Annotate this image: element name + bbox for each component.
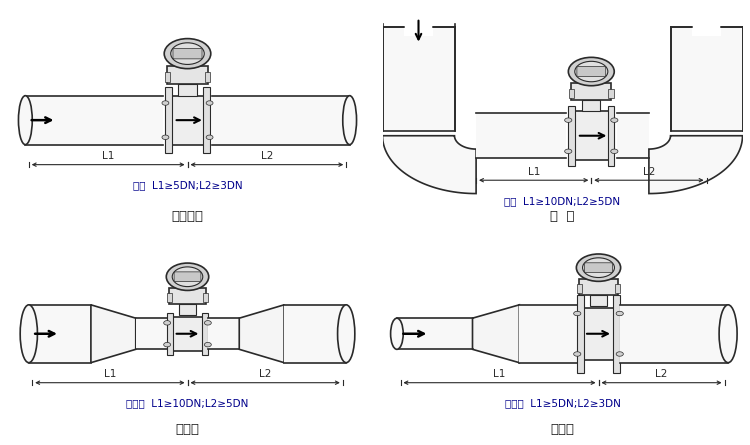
Text: L2: L2	[259, 369, 272, 379]
Bar	[202, 313, 208, 355]
Bar	[284, 305, 346, 363]
Bar	[568, 106, 574, 166]
Ellipse shape	[719, 305, 737, 363]
Circle shape	[610, 149, 618, 154]
Bar	[211, 96, 350, 145]
Bar	[203, 87, 209, 153]
Bar	[167, 313, 173, 355]
Bar	[179, 304, 196, 315]
Text: 扩径管  L1≥5DN;L2≥3DN: 扩径管 L1≥5DN;L2≥3DN	[505, 398, 620, 408]
Bar	[582, 100, 601, 111]
Circle shape	[565, 118, 572, 122]
Circle shape	[574, 61, 608, 82]
Bar	[166, 87, 172, 153]
Bar	[568, 89, 574, 98]
Circle shape	[583, 258, 614, 278]
Text: L1: L1	[104, 369, 116, 379]
Text: L2: L2	[261, 151, 273, 161]
Ellipse shape	[391, 318, 404, 349]
Ellipse shape	[343, 96, 356, 145]
Circle shape	[576, 254, 621, 281]
Bar	[170, 317, 205, 351]
Bar	[382, 27, 454, 131]
Bar	[572, 83, 611, 100]
Ellipse shape	[338, 305, 355, 363]
Bar	[26, 96, 164, 145]
Bar	[692, 22, 721, 36]
Bar	[178, 84, 196, 96]
Bar	[580, 308, 616, 360]
Bar	[608, 89, 614, 98]
Bar	[476, 113, 566, 158]
Bar	[616, 113, 649, 158]
Circle shape	[162, 135, 169, 140]
Bar	[577, 284, 582, 293]
Circle shape	[616, 352, 623, 356]
Circle shape	[616, 312, 623, 316]
Text: L1: L1	[494, 369, 506, 379]
FancyBboxPatch shape	[174, 272, 201, 282]
Ellipse shape	[20, 305, 38, 363]
Text: 弯管  L1≥10DN;L2≥5DN: 弯管 L1≥10DN;L2≥5DN	[505, 196, 620, 206]
Circle shape	[164, 39, 211, 69]
Bar	[169, 96, 206, 145]
Bar	[404, 22, 433, 36]
Polygon shape	[649, 136, 742, 194]
Bar	[608, 106, 614, 166]
Circle shape	[164, 320, 170, 325]
Text: L1: L1	[102, 151, 114, 161]
Bar	[590, 295, 608, 306]
Polygon shape	[239, 305, 284, 363]
Text: 直管  L1≥5DN;L2≥3DN: 直管 L1≥5DN;L2≥3DN	[133, 180, 242, 190]
Bar	[572, 111, 611, 160]
Circle shape	[565, 149, 572, 154]
Text: L1: L1	[527, 167, 540, 177]
Circle shape	[171, 43, 204, 65]
Text: 水平直管: 水平直管	[172, 210, 203, 222]
Circle shape	[206, 135, 213, 140]
Text: 弯  管: 弯 管	[550, 210, 574, 222]
Bar	[578, 295, 584, 373]
Bar	[28, 305, 91, 363]
Bar	[209, 318, 239, 349]
Polygon shape	[91, 305, 136, 363]
Bar	[579, 279, 618, 295]
Text: 缩径管  L1≥10DN;L2≥5DN: 缩径管 L1≥10DN;L2≥5DN	[126, 398, 249, 408]
Circle shape	[164, 343, 170, 347]
Bar	[614, 295, 620, 373]
Bar	[620, 305, 728, 363]
Text: L2: L2	[643, 167, 655, 177]
Circle shape	[574, 352, 580, 356]
Bar	[164, 72, 170, 82]
Bar	[615, 284, 620, 293]
Polygon shape	[382, 136, 476, 194]
Circle shape	[172, 267, 202, 287]
FancyBboxPatch shape	[584, 263, 613, 272]
Polygon shape	[472, 305, 519, 363]
Bar	[670, 27, 742, 131]
FancyBboxPatch shape	[577, 66, 606, 77]
Bar	[136, 318, 166, 349]
Text: 扩径管: 扩径管	[550, 423, 574, 436]
Circle shape	[610, 118, 618, 122]
Circle shape	[568, 57, 614, 86]
Bar	[167, 66, 208, 84]
Ellipse shape	[19, 96, 32, 145]
Bar	[203, 293, 208, 303]
Bar	[397, 318, 472, 349]
Bar	[205, 72, 211, 82]
Bar	[169, 287, 206, 304]
Bar	[519, 305, 577, 363]
FancyBboxPatch shape	[173, 49, 202, 59]
Circle shape	[206, 101, 213, 105]
Circle shape	[205, 343, 212, 347]
Circle shape	[574, 312, 580, 316]
Bar	[166, 293, 172, 303]
Text: 缩径管: 缩径管	[176, 423, 200, 436]
Circle shape	[162, 101, 169, 105]
Circle shape	[166, 263, 208, 291]
Text: L2: L2	[656, 369, 668, 379]
Circle shape	[205, 320, 212, 325]
